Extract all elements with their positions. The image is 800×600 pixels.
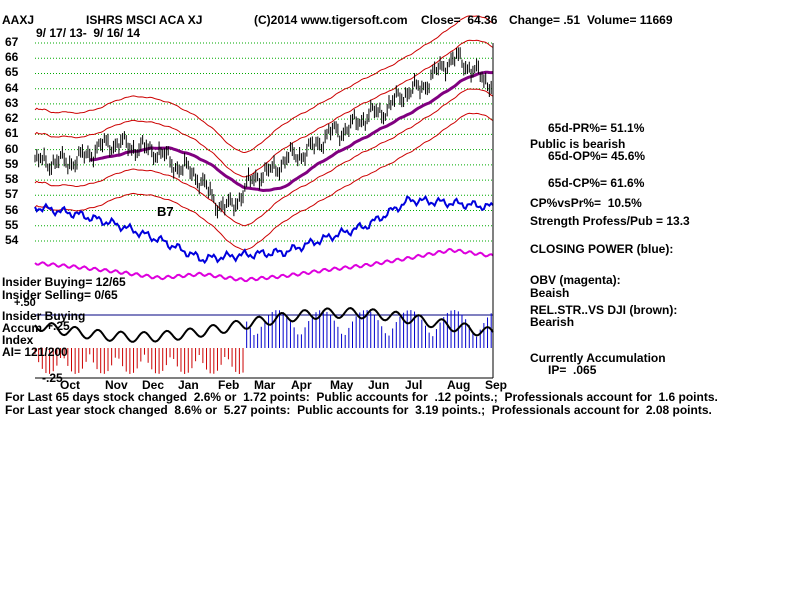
ia-title: Insider Buying bbox=[2, 309, 86, 323]
month-tick-label: Jul bbox=[405, 378, 423, 392]
month-tick-label: May bbox=[330, 378, 354, 392]
month-tick-label: Sep bbox=[485, 378, 508, 392]
insider-selling-count: Insider Selling= 0/65 bbox=[2, 288, 118, 302]
month-tick-label: Jun bbox=[368, 378, 390, 392]
ip-value: IP= .065 bbox=[548, 363, 597, 377]
price-tick-label: 60 bbox=[5, 141, 19, 156]
month-tick-label: Jan bbox=[178, 378, 199, 392]
cp-vs-pr: CP%vsPr%= 10.5% bbox=[530, 196, 642, 210]
price-tick-label: 66 bbox=[5, 50, 19, 65]
cp-percent: 65d-CP%= 61.6% bbox=[548, 176, 645, 190]
price-tick-label: 58 bbox=[5, 172, 19, 187]
obv-line bbox=[34, 247, 494, 283]
price-tick-label: 57 bbox=[5, 187, 19, 202]
band-line bbox=[34, 112, 494, 251]
closing-power-series bbox=[34, 194, 494, 265]
price-tick-label: 61 bbox=[5, 126, 19, 141]
price-tick-label: 64 bbox=[5, 80, 19, 95]
ia-plus25: +.25 bbox=[46, 319, 70, 333]
price-tick-label: 67 bbox=[5, 35, 19, 49]
closing-power-label: CLOSING POWER (blue): bbox=[530, 242, 674, 256]
index-label: Index bbox=[2, 333, 34, 347]
moving-average bbox=[89, 70, 494, 193]
relstr-label: REL.STR..VS DJI (brown): bbox=[530, 303, 678, 317]
month-tick-label: Apr bbox=[291, 378, 312, 392]
price-tick-label: 59 bbox=[5, 156, 19, 171]
signal-label: B7 bbox=[157, 204, 174, 219]
accumulation-index bbox=[34, 307, 494, 374]
closing-power-line bbox=[34, 194, 494, 265]
copyright: (C)2014 www.tigersoft.com bbox=[254, 13, 408, 27]
band-line bbox=[34, 15, 494, 154]
obv-series bbox=[34, 247, 494, 283]
ai-value: AI= 121/200 bbox=[2, 345, 68, 359]
public-bearish: Public is bearish bbox=[530, 137, 626, 151]
relstr-state: Bearish bbox=[530, 315, 575, 329]
obv-state: Beaish bbox=[530, 286, 570, 300]
month-tick-label: Nov bbox=[105, 378, 128, 392]
price-tick-label: 54 bbox=[5, 233, 19, 247]
month-tick-label: Oct bbox=[60, 378, 81, 392]
month-tick-label: Feb bbox=[218, 378, 240, 392]
price-tick-label: 56 bbox=[5, 202, 19, 217]
accum-label: Accum bbox=[2, 321, 43, 335]
change-value: Change= .51 bbox=[509, 13, 581, 27]
ia-minus25: -.25 bbox=[42, 371, 63, 385]
band-line bbox=[34, 88, 494, 227]
price-tick-label: 62 bbox=[5, 111, 19, 126]
ma-line bbox=[89, 70, 494, 193]
month-tick-label: Aug bbox=[447, 378, 471, 392]
price-grid bbox=[35, 42, 493, 242]
price-tick-label: 63 bbox=[5, 95, 19, 110]
month-tick-label: Mar bbox=[254, 378, 276, 392]
date-range: 9/ 17/ 13- 9/ 16/ 14 bbox=[36, 26, 141, 40]
pr-percent: 65d-PR%= 51.1% bbox=[548, 121, 645, 135]
security-name: ISHRS MSCI ACA XJ bbox=[86, 13, 203, 27]
op-percent: 65d-OP%= 45.6% bbox=[548, 149, 646, 163]
price-bars bbox=[34, 47, 494, 219]
month-tick-label: Dec bbox=[142, 378, 165, 392]
footer-last-year: For Last year stock changed 8.6% or 5.27… bbox=[5, 403, 712, 417]
obv-label: OBV (magenta): bbox=[530, 273, 621, 287]
price-tick-label: 65 bbox=[5, 65, 19, 80]
insider-buying-count: Insider Buying= 12/65 bbox=[2, 275, 126, 289]
close-value: Close= 64.36 bbox=[421, 13, 498, 27]
volume-value: Volume= 11669 bbox=[587, 13, 673, 27]
price-tick-label: 55 bbox=[5, 217, 19, 232]
band-line bbox=[34, 39, 494, 178]
rel-strength-series bbox=[34, 307, 494, 343]
ticker: AAXJ bbox=[2, 13, 35, 27]
axes bbox=[35, 43, 494, 379]
footer-65-days: For Last 65 days stock changed 2.6% or 1… bbox=[5, 390, 718, 404]
bollinger-bands bbox=[34, 15, 494, 251]
ia-upper-level: +.50 bbox=[14, 297, 36, 309]
accum-state: Currently Accumulation bbox=[530, 351, 666, 365]
strength-ratio: Strength Profess/Pub = 13.3 bbox=[530, 214, 690, 228]
